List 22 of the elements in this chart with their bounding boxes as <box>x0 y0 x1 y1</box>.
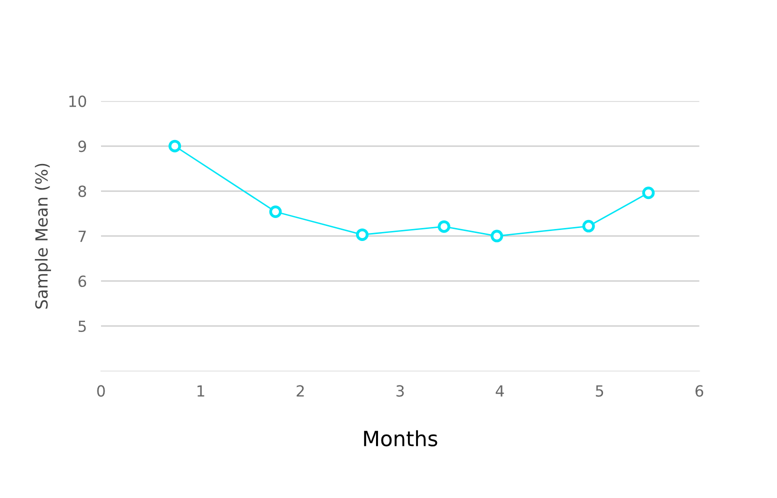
y-tick-label: 5 <box>78 320 86 332</box>
y-tick-label: 8 <box>78 186 86 198</box>
y-tick-label: 9 <box>78 140 86 152</box>
point <box>356 228 369 241</box>
point <box>168 140 182 152</box>
x-tick-label: 0 <box>97 385 105 397</box>
point <box>490 230 504 242</box>
x-tick-label: 1 <box>198 385 204 397</box>
y-tick-label: 6 <box>78 276 86 288</box>
point <box>642 186 655 200</box>
x-tick-label: 3 <box>396 385 404 397</box>
point <box>269 206 282 218</box>
x-tick-label: 2 <box>296 385 304 397</box>
x-tick-label: 6 <box>696 385 704 397</box>
point <box>438 220 450 233</box>
y-tick-label: 10 <box>69 96 86 108</box>
y-tick-label: 7 <box>78 230 86 242</box>
x-axis-title: Months <box>364 430 438 446</box>
point <box>582 220 595 232</box>
y-axis-title: Sample Mean (%) <box>34 164 52 309</box>
x-tick-label: 5 <box>596 385 604 397</box>
x-tick-label: 4 <box>496 385 504 397</box>
